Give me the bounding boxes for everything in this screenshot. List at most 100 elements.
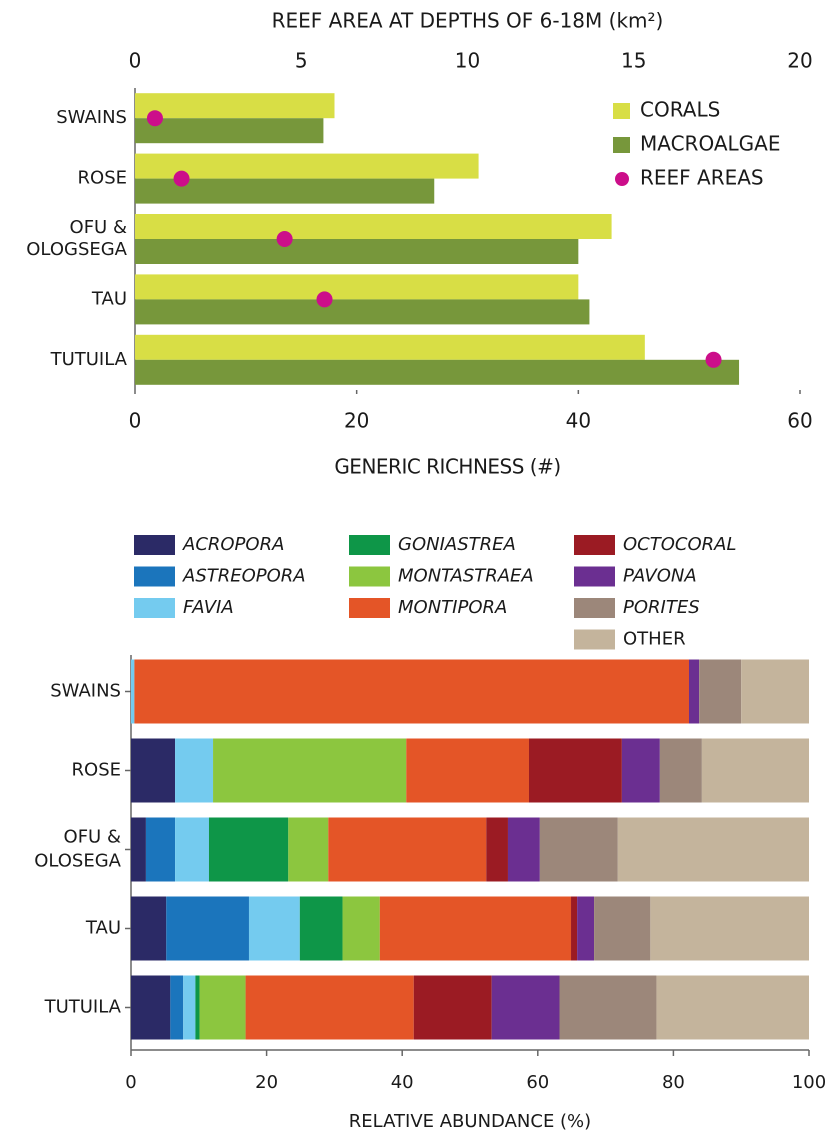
legend-swatch <box>574 535 615 555</box>
legend-label: PORITES <box>623 597 700 618</box>
bar-segment <box>528 738 622 803</box>
legend-swatch <box>134 535 175 555</box>
bar-segment <box>741 659 809 724</box>
bar-segment <box>166 896 249 961</box>
bar-segment <box>507 817 540 882</box>
bar-segment <box>486 817 508 882</box>
y-tick-label: SWAINS <box>56 107 127 128</box>
y-tick-label: TUTUILA <box>50 349 128 370</box>
bar <box>135 274 579 300</box>
bar <box>135 334 645 360</box>
x-tick-label: 20 <box>344 409 369 433</box>
bar-segment <box>539 817 618 882</box>
legend-swatch <box>613 103 630 119</box>
y-tick-label: OFU & OLOGSEGA <box>21 217 128 260</box>
reef-area-dot <box>705 351 722 368</box>
bar-segment <box>688 659 700 724</box>
bar-segment <box>701 738 809 803</box>
bar-segment <box>577 896 595 961</box>
bar-segment <box>199 975 246 1040</box>
bar-segment <box>131 896 167 961</box>
bar-segment <box>656 975 809 1040</box>
x-tick-label: 80 <box>662 1072 685 1093</box>
reef-area-dot <box>173 170 190 187</box>
bar-segment <box>175 817 209 882</box>
legend-label: REEF AREAS <box>640 166 764 190</box>
x-tick-label: 60 <box>787 409 812 433</box>
x-axis-title: GENERIC RICHNESS (#) <box>334 455 560 479</box>
legend-swatch <box>574 629 615 650</box>
legend-swatch <box>134 566 175 587</box>
x-tick-label: 20 <box>255 1072 278 1093</box>
bar-segment <box>299 896 343 961</box>
x-tick-label: 60 <box>526 1072 549 1093</box>
bar-segment <box>248 896 300 961</box>
x-tick-label: 0 <box>125 1072 136 1093</box>
bar-segment <box>245 975 414 1040</box>
bar <box>135 239 579 264</box>
bar-segment <box>134 659 689 724</box>
y-tick-label: TAU <box>91 288 127 309</box>
x-tick-label: 100 <box>792 1072 826 1093</box>
top-tick-label: 10 <box>455 49 480 73</box>
bar <box>135 359 740 385</box>
legend-label: OTHER <box>623 629 686 650</box>
bar-segment <box>650 896 809 961</box>
legend-label: ASTREOPORA <box>182 566 306 587</box>
bar-segment <box>288 817 329 882</box>
y-tick-label: TUTUILA <box>44 997 122 1018</box>
bar <box>135 118 324 144</box>
x-tick-label: 40 <box>391 1072 414 1093</box>
bar-segment <box>594 896 651 961</box>
bar-segment <box>621 738 660 803</box>
bar-segment <box>413 975 492 1040</box>
legend-swatch <box>574 566 615 587</box>
legend-label: MONTIPORA <box>398 597 507 618</box>
bar-segment <box>131 659 135 724</box>
bar-segment <box>131 738 176 803</box>
x-tick-label: 0 <box>129 409 142 433</box>
bar-segment <box>131 975 171 1040</box>
bar-segment <box>208 817 289 882</box>
legend-marker <box>615 172 629 186</box>
legend-label: FAVIA <box>183 597 234 618</box>
bar-segment <box>170 975 184 1040</box>
legend-swatch <box>349 535 390 555</box>
top-tick-label: 15 <box>621 49 646 73</box>
bar-segment <box>213 738 407 803</box>
legend-label: ACROPORA <box>182 534 284 555</box>
top-tick-label: 5 <box>295 49 308 73</box>
bar <box>135 299 590 325</box>
bar-segment <box>379 896 572 961</box>
x-axis-title: RELATIVE ABUNDANCE (%) <box>349 1111 591 1132</box>
bar-segment <box>195 975 200 1040</box>
reef-area-dot <box>316 291 333 308</box>
bar <box>135 93 335 119</box>
legend-label: CORALS <box>640 98 720 122</box>
y-tick-label: SWAINS <box>50 681 121 702</box>
top-tick-label: 0 <box>129 49 142 73</box>
bar-segment <box>342 896 380 961</box>
legend-label: MONTASTRAEA <box>398 566 534 587</box>
bar-segment <box>699 659 742 724</box>
reef-area-dot <box>146 110 163 127</box>
bar-segment <box>559 975 657 1040</box>
y-tick-label: TAU <box>85 918 121 939</box>
legend-label: PAVONA <box>623 566 697 587</box>
bar-segment <box>183 975 196 1040</box>
legend-swatch <box>349 598 390 618</box>
y-tick-label: OFU & OLOSEGA <box>28 827 121 872</box>
bar-segment <box>328 817 487 882</box>
bar-segment <box>571 896 578 961</box>
bar-segment <box>145 817 176 882</box>
legend-swatch <box>134 598 175 618</box>
top-axis-title: REEF AREA AT DEPTHS OF 6-18M (km²) <box>272 9 664 33</box>
legend-label: GONIASTREA <box>398 534 516 555</box>
bar-segment <box>491 975 560 1040</box>
legend-swatch <box>613 137 630 153</box>
bar-segment <box>617 817 809 882</box>
bar-segment <box>659 738 702 803</box>
bar <box>135 153 479 179</box>
legend-label: MACROALGAE <box>640 132 780 156</box>
